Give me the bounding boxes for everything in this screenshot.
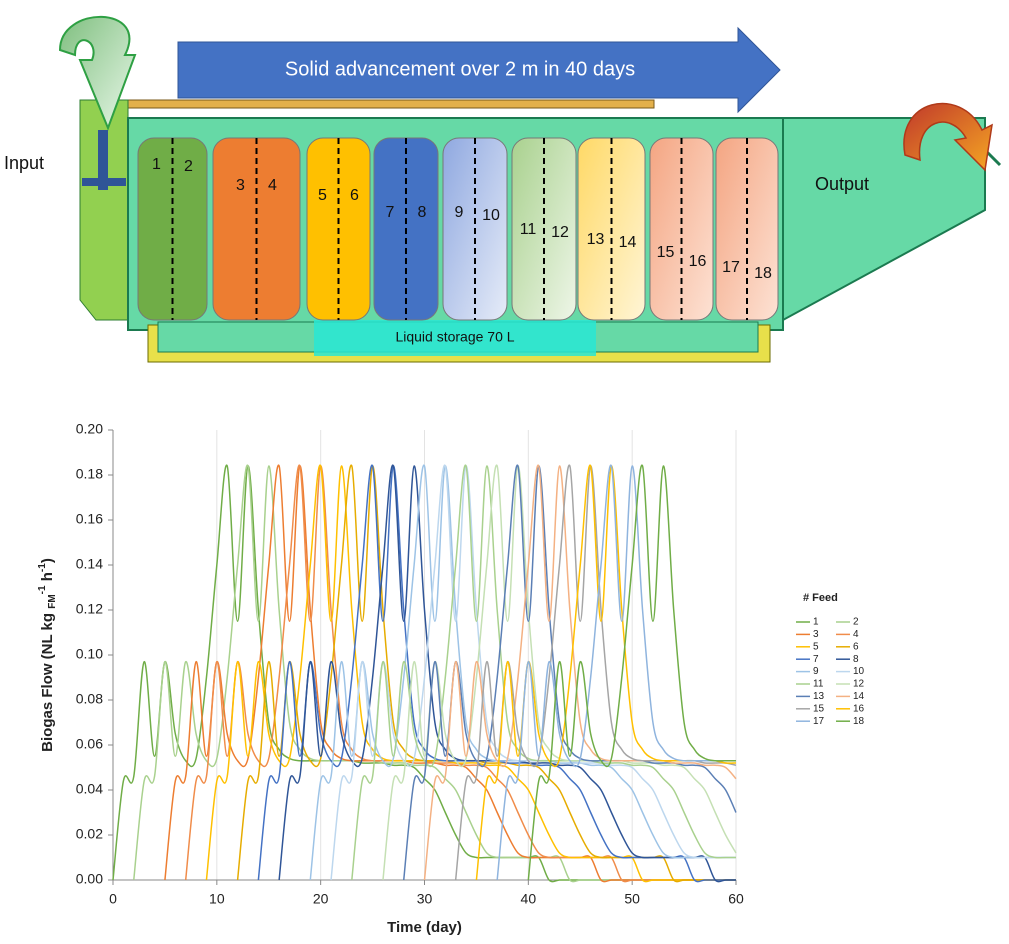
x-tick-label: 40 <box>521 891 537 907</box>
y-axis-title-part: -1 <box>37 585 48 594</box>
legend-label: 9 <box>813 666 819 677</box>
legend-label: 12 <box>853 679 865 690</box>
legend-label: 4 <box>853 629 859 640</box>
output-hopper <box>782 117 986 322</box>
compartment-label: 12 <box>551 224 569 241</box>
compartment-label: 1 <box>152 156 161 173</box>
compartment-label: 5 <box>318 187 327 204</box>
series-line <box>205 464 736 883</box>
y-axis-title-part: FM <box>47 594 58 608</box>
legend-label: 3 <box>813 629 819 640</box>
x-tick-label: 30 <box>417 891 433 907</box>
y-tick-label: 0.04 <box>76 781 103 797</box>
legend-label: 2 <box>853 617 859 628</box>
y-axis-title: Biogas Flow (NL kg FM-1 h-1) <box>37 558 58 752</box>
reactor-diagram: Solid advancement over 2 m in 40 days Li… <box>4 15 1002 363</box>
compartment-label: 8 <box>418 204 427 221</box>
input-label: Input <box>4 153 44 173</box>
legend-label: 16 <box>853 703 865 714</box>
compartment-label: 9 <box>455 204 464 221</box>
compartment-label: 10 <box>482 207 500 224</box>
advancement-arrow <box>177 26 781 114</box>
input-pipe <box>98 130 108 190</box>
compartment-label: 7 <box>386 204 395 221</box>
legend-label: 5 <box>813 641 819 652</box>
input-hopper <box>79 99 129 321</box>
x-axis-title: Time (day) <box>387 919 462 936</box>
series-line <box>309 464 736 881</box>
compartment-label: 11 <box>520 221 537 238</box>
compartment-label: 17 <box>722 259 740 276</box>
compartment-label: 14 <box>619 234 637 251</box>
x-tick-label: 50 <box>624 891 640 907</box>
compartment-label: 15 <box>657 244 675 261</box>
y-axis-title-part: -1 <box>37 563 48 572</box>
series-line <box>423 464 737 881</box>
y-tick-label: 0.18 <box>76 466 103 482</box>
x-tick-label: 20 <box>313 891 329 907</box>
y-tick-label: 0.06 <box>76 736 103 752</box>
legend-label: 6 <box>853 641 859 652</box>
x-tick-label: 0 <box>109 891 117 907</box>
y-axis-title-part: Biogas Flow (NL kg <box>39 609 56 752</box>
output-label: Output <box>815 174 869 194</box>
legend-label: 18 <box>853 716 865 727</box>
y-tick-label: 0.10 <box>76 646 103 662</box>
legend-label: 17 <box>813 716 825 727</box>
series-line <box>330 464 736 881</box>
y-tick-label: 0.20 <box>76 421 103 437</box>
compartment-label: 16 <box>689 253 707 270</box>
legend-label: 8 <box>853 654 859 665</box>
compartment-label: 18 <box>754 265 772 282</box>
series-line <box>496 464 736 881</box>
y-tick-label: 0.00 <box>76 871 103 887</box>
y-axis-title-part: h <box>39 572 56 585</box>
storage-highlight <box>314 320 596 356</box>
compartment-label: 6 <box>350 187 359 204</box>
legend-label: 14 <box>853 691 865 702</box>
input-arrow <box>58 15 137 131</box>
compartment-label: 4 <box>268 177 277 194</box>
y-tick-label: 0.02 <box>76 826 103 842</box>
series-line <box>527 464 736 881</box>
y-tick-label: 0.14 <box>76 556 103 572</box>
legend-label: 1 <box>813 617 819 628</box>
y-tick-label: 0.08 <box>76 691 103 707</box>
input-pipe <box>82 178 126 186</box>
storage-label: Liquid storage 70 L <box>395 329 514 345</box>
compartment-label: 3 <box>236 177 245 194</box>
legend-title: # Feed <box>803 592 838 604</box>
series-line <box>382 464 737 881</box>
x-tick-label: 10 <box>209 891 225 907</box>
legend-label: 7 <box>813 654 819 665</box>
legend-label: 11 <box>813 679 824 690</box>
compartment-label: 2 <box>184 158 193 175</box>
output-arrow <box>903 102 993 172</box>
compartment-label: 13 <box>587 231 605 248</box>
legend-label: 13 <box>813 691 825 702</box>
arrow-label: Solid advancement over 2 m in 40 days <box>285 58 635 80</box>
y-tick-label: 0.12 <box>76 601 103 617</box>
series-line <box>184 464 736 883</box>
y-axis-title-part: ) <box>39 558 56 563</box>
biogas-chart: 0 10 20 30 40 50 60 0.00 0.02 0.04 0.06 0.08 0.10 0.1… <box>37 421 865 936</box>
x-tick-label: 60 <box>728 891 744 907</box>
y-tick-label: 0.16 <box>76 511 103 527</box>
legend-label: 10 <box>853 666 865 677</box>
legend-label: 15 <box>813 703 825 714</box>
rail <box>123 99 655 109</box>
